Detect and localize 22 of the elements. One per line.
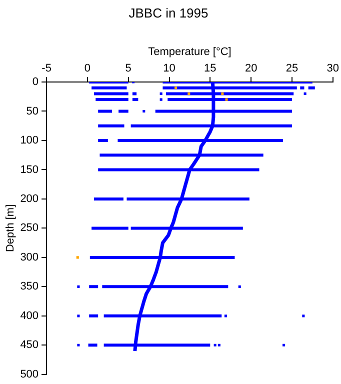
y-tick-label: 150 [20,164,39,176]
x-tick-label: 0 [84,62,91,74]
y-tick-label: 400 [20,310,39,322]
y-tick-label: 450 [20,339,39,352]
y-tick-label: 0 [32,76,39,88]
x-tick-label: 25 [286,62,298,74]
y-tick-label: 300 [20,251,39,264]
y-tick-label: 50 [26,105,39,118]
y-tick-label: 500 [20,368,39,380]
y-tick-label: 200 [20,192,39,205]
x-axis-title: Temperature [°C] [148,46,232,58]
chart-title: JBBC in 1995 [128,5,208,20]
y-tick-label: 250 [20,222,39,234]
x-tick-label: 5 [125,62,132,74]
y-axis-title: Depth [m] [4,204,17,252]
x-tick-label: 20 [244,62,258,74]
x-tick-label: 10 [163,62,176,74]
x-tick-label: 30 [326,62,340,74]
y-tick-label: 350 [20,280,39,293]
x-tick-label: -5 [42,62,52,74]
x-tick-label: 15 [204,62,216,74]
y-tick-label: 100 [20,134,39,147]
